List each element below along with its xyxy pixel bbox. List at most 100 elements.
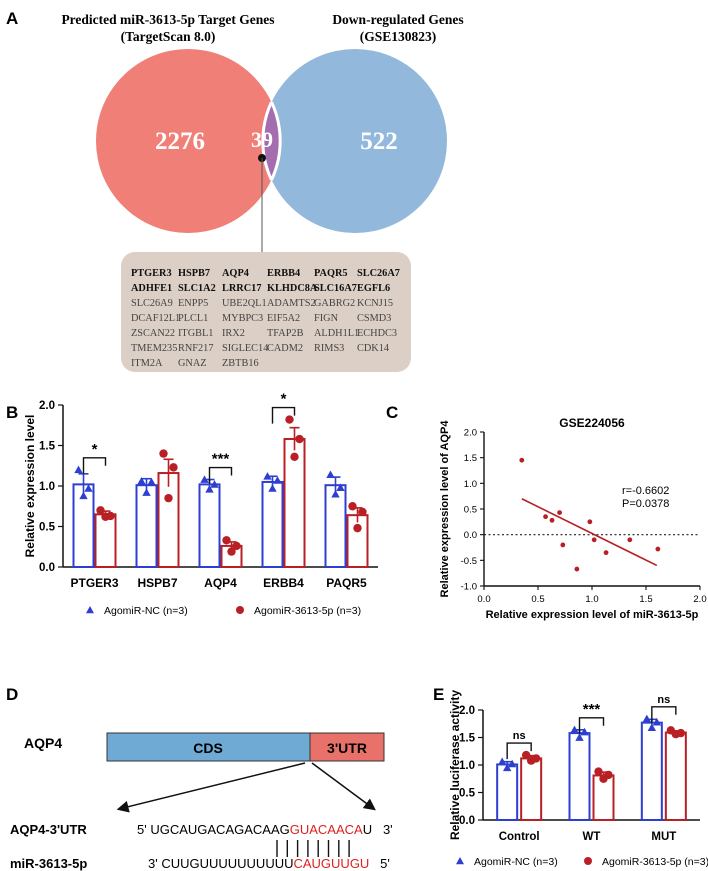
venn-right-title-1: Down-regulated Genes xyxy=(332,12,463,27)
scatter-point xyxy=(587,519,593,525)
y-tick-label: 1.5 xyxy=(39,441,56,453)
y-tick-label: -1.0 xyxy=(461,582,477,593)
y-tick-label: 1.5 xyxy=(464,453,477,464)
correlation-annotation: r=-0.6602 xyxy=(622,485,669,497)
gene-name: EIF5A2 xyxy=(267,313,300,324)
scatter-point xyxy=(574,566,580,572)
bar xyxy=(261,480,284,569)
gene-name: EGFL6 xyxy=(357,283,390,294)
data-point xyxy=(96,506,105,515)
scatter-point xyxy=(603,550,609,556)
significance-bracket xyxy=(578,717,605,734)
venn-left-title-1: Predicted miR-3613-5p Target Genes xyxy=(61,12,274,27)
gene-name: PAQR5 xyxy=(314,268,348,279)
gene-name: CADM2 xyxy=(267,343,303,354)
diagram-gene-label: AQP4 xyxy=(24,735,62,751)
significance-label: *** xyxy=(212,451,230,468)
legend-label: AgomiR-NC (n=3) xyxy=(474,856,558,868)
y-tick-label: -0.5 xyxy=(461,556,477,567)
gene-name: SLC26A7 xyxy=(357,268,400,279)
gene-name: ITM2A xyxy=(131,358,163,369)
bar xyxy=(520,757,543,822)
bar xyxy=(157,472,180,569)
bar xyxy=(496,763,519,822)
scatter-point xyxy=(549,517,555,523)
gene-name: PLCL1 xyxy=(178,313,208,324)
x-tick-label: AQP4 xyxy=(204,576,237,590)
data-point xyxy=(164,493,173,503)
gene-name: PTGER3 xyxy=(131,268,172,279)
data-point xyxy=(594,767,603,776)
cds-label: CDS xyxy=(193,740,223,756)
x-tick-label: HSPB7 xyxy=(137,576,177,590)
y-tick-label: 0.5 xyxy=(459,788,476,800)
mirna-sequence: 3' CUUGUUUUUUUUUUCAUGUUGU 5' xyxy=(148,856,390,871)
y-tick-label: 1.0 xyxy=(39,481,55,493)
bar xyxy=(135,484,158,568)
data-point xyxy=(227,547,236,556)
data-point xyxy=(521,750,531,760)
data-point xyxy=(502,763,512,772)
data-point xyxy=(676,728,686,738)
data-point xyxy=(210,480,219,488)
scatter-point xyxy=(627,537,633,543)
y-axis-label: Relative expression level of AQP4 xyxy=(439,420,451,598)
gene-name: HSPB7 xyxy=(178,268,210,279)
data-point xyxy=(326,470,335,479)
utr-sequence: 5' UGCAUGACAGACAAGGUACAACAU 3' xyxy=(137,822,393,837)
bar xyxy=(568,732,591,821)
legend-label: AgomiR-NC (n=3) xyxy=(104,605,188,617)
data-point xyxy=(147,477,156,486)
y-axis-label: Relative luciferase activity xyxy=(448,690,462,840)
x-tick-label: PAQR5 xyxy=(326,576,367,590)
data-point xyxy=(285,415,294,424)
x-axis-label: Relative expression level of miR-3613-5p xyxy=(486,609,699,621)
gene-list: PTGER3 HSPB7 AQP4 ERBB4 PAQR5 SLC26A7 ADHFE1 SL… xyxy=(131,268,400,369)
venn-left-title-2: (TargetScan 8.0) xyxy=(121,29,216,44)
panel-d-label: D xyxy=(6,685,18,704)
arrow-right xyxy=(311,762,376,811)
data-point xyxy=(205,485,214,493)
data-point xyxy=(84,484,93,492)
gene-name: SLC26A9 xyxy=(131,298,173,309)
data-point xyxy=(295,434,304,444)
y-tick-label: 1.0 xyxy=(464,479,477,490)
mirna-seq-suffix: 5' xyxy=(369,856,390,871)
significance-label: ns xyxy=(657,694,670,706)
data-point xyxy=(456,857,464,865)
x-tick-label: WT xyxy=(583,831,601,843)
gene-name: KLHDC8A xyxy=(267,283,318,294)
data-point xyxy=(642,714,652,723)
data-point xyxy=(159,449,168,458)
significance-bracket xyxy=(271,406,296,424)
venn-overlap-border-2 xyxy=(261,101,273,181)
gene-name: SLC16A7 xyxy=(314,283,357,294)
x-tick-label: ERBB4 xyxy=(263,576,304,590)
scatter-point xyxy=(655,546,661,552)
significance-bracket xyxy=(82,457,107,474)
venn-left-count: 2276 xyxy=(155,128,205,155)
arrow-left xyxy=(116,762,306,813)
data-point xyxy=(79,491,88,500)
data-point xyxy=(200,475,209,483)
bar xyxy=(346,514,369,568)
x-tick-label: MUT xyxy=(651,831,676,843)
data-point xyxy=(331,489,340,498)
bar xyxy=(324,484,347,568)
chart-c: GSE224056 -1.0 -0.5 0.0 0.5 1.0 1.5 2.0 0.0 0.5 1.… xyxy=(439,416,707,621)
x-tick-label: 1.5 xyxy=(639,594,652,605)
gene-name: CDK14 xyxy=(357,343,389,354)
gene-name: ALDH1L1 xyxy=(314,328,359,339)
bar xyxy=(198,483,221,569)
panel-d: D AQP4 CDS 3'UTR AQP4-3'UTR 5' UGCAUGACA… xyxy=(6,685,393,871)
y-axis-label: Relative expression level xyxy=(23,415,37,558)
scatter-point xyxy=(560,542,566,548)
data-point xyxy=(290,452,299,462)
gene-name: MYBPC3 xyxy=(222,313,263,324)
gene-name: GABRG2 xyxy=(314,298,355,309)
panel-c: C GSE224056 -1.0 -0.5 0.0 0.5 1.0 1.5 2.0 0.0 0.5… xyxy=(386,403,707,621)
significance-bracket xyxy=(651,706,677,723)
gene-name: SIGLEC14 xyxy=(222,343,268,354)
scatter-point xyxy=(519,457,525,463)
